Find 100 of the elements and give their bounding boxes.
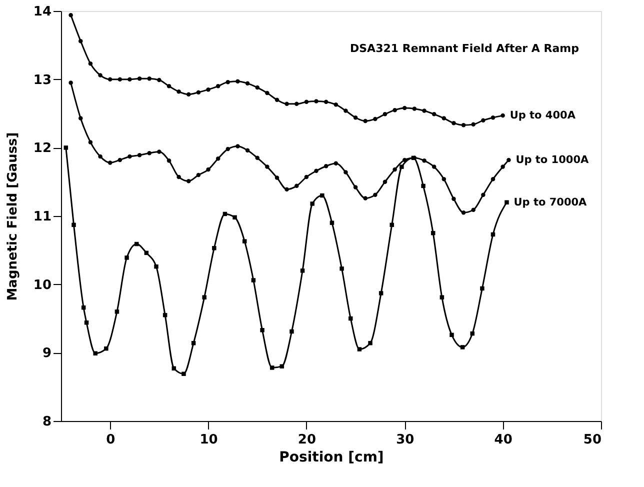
point — [88, 62, 93, 66]
point — [314, 99, 318, 104]
point — [334, 102, 338, 107]
point — [176, 90, 181, 94]
point — [382, 112, 388, 116]
point — [166, 158, 172, 163]
point — [118, 158, 122, 162]
series-label: Up to 7000A — [514, 196, 588, 208]
point — [124, 256, 129, 260]
point — [440, 295, 444, 300]
point — [353, 115, 358, 120]
point — [137, 153, 142, 158]
point — [442, 116, 446, 120]
series-label: Up to 400A — [510, 110, 576, 122]
y-tick-label: 9 — [42, 346, 52, 362]
point — [442, 176, 446, 182]
point — [104, 346, 108, 351]
point — [284, 187, 289, 192]
point — [202, 295, 206, 300]
point — [137, 76, 142, 81]
point — [500, 164, 505, 169]
point — [500, 113, 505, 118]
point — [421, 184, 426, 188]
point — [98, 154, 102, 159]
point — [260, 328, 264, 332]
point — [290, 329, 294, 334]
point — [353, 185, 358, 190]
point — [471, 122, 476, 127]
point — [108, 160, 112, 165]
text: DSA321 Remnant Field After A Ramp — [350, 42, 580, 55]
point — [236, 79, 240, 84]
point — [274, 176, 280, 180]
x-tick-label: 50 — [583, 432, 602, 448]
point — [304, 174, 309, 180]
point — [490, 176, 496, 182]
x-axis-title: Position [cm] — [279, 450, 384, 466]
point — [452, 196, 456, 202]
point — [382, 180, 388, 184]
point — [212, 246, 216, 250]
point — [154, 264, 158, 269]
point — [402, 106, 407, 110]
point — [357, 347, 362, 352]
point — [373, 192, 378, 197]
point — [324, 100, 328, 104]
point — [481, 118, 486, 122]
point — [147, 76, 152, 81]
point — [340, 266, 344, 271]
point — [348, 316, 353, 321]
point — [481, 192, 486, 197]
x-tick-label: 40 — [494, 432, 512, 448]
point — [226, 80, 230, 84]
point — [128, 77, 132, 82]
point — [294, 184, 299, 188]
y-tick-label: 13 — [33, 72, 52, 88]
point — [480, 286, 484, 291]
point — [245, 81, 250, 86]
point — [324, 164, 328, 168]
point — [182, 372, 186, 376]
point — [186, 92, 191, 96]
point — [422, 108, 426, 113]
point — [196, 90, 201, 94]
point — [128, 154, 132, 159]
point — [506, 158, 511, 162]
y-tick-label: 12 — [33, 141, 52, 156]
point — [255, 156, 260, 160]
x-tick-label: 10 — [200, 432, 218, 448]
point — [78, 38, 83, 44]
point — [334, 161, 338, 166]
point — [206, 167, 210, 172]
point — [344, 108, 348, 113]
point — [294, 102, 299, 106]
point — [363, 118, 368, 124]
point — [226, 146, 230, 152]
point — [64, 146, 68, 150]
point — [265, 90, 270, 96]
point — [450, 332, 454, 338]
point — [196, 172, 201, 178]
point — [504, 200, 509, 204]
y-tick-label: 14 — [33, 4, 52, 20]
point — [236, 144, 240, 148]
point — [344, 170, 348, 174]
point — [274, 98, 280, 102]
y-tick-label: 11 — [33, 210, 52, 224]
point — [373, 116, 378, 122]
series-label: Up to 1000A — [516, 154, 590, 166]
point — [98, 73, 102, 78]
point — [368, 340, 372, 346]
point — [166, 84, 172, 88]
point — [378, 291, 384, 296]
point — [392, 108, 397, 112]
point — [255, 85, 260, 90]
point — [72, 222, 76, 228]
point — [300, 268, 305, 273]
point — [452, 120, 456, 126]
point — [216, 156, 220, 161]
point — [68, 12, 73, 18]
point — [242, 239, 247, 244]
point — [206, 87, 210, 92]
x-tick-label: 20 — [298, 432, 316, 448]
point — [88, 140, 93, 144]
